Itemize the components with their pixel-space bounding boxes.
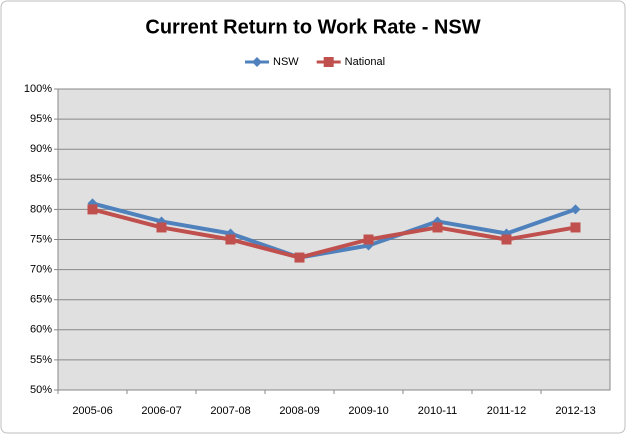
legend-label: National xyxy=(345,56,385,68)
data-point xyxy=(570,204,581,215)
y-tick-label: 70% xyxy=(30,264,52,276)
data-point xyxy=(156,222,167,233)
data-point xyxy=(294,252,305,263)
series-line xyxy=(91,207,576,260)
legend-label: NSW xyxy=(273,56,299,68)
x-tick-label: 2011-12 xyxy=(487,405,527,417)
series-line xyxy=(91,201,577,260)
x-tick-label: 2005-06 xyxy=(72,405,112,417)
y-tick-label: 80% xyxy=(30,203,52,215)
data-point xyxy=(225,234,236,245)
chart-title: Current Return to Work Rate - NSW xyxy=(145,16,480,38)
legend-marker xyxy=(323,57,334,67)
y-tick-label: 75% xyxy=(30,233,52,245)
x-tick-label: 2006-07 xyxy=(141,405,181,417)
y-tick-label: 50% xyxy=(30,384,52,396)
legend-marker xyxy=(252,57,262,67)
data-point xyxy=(87,204,98,215)
x-tick-label: 2008-09 xyxy=(279,405,319,417)
y-tick-label: 95% xyxy=(30,113,52,125)
x-tick-label: 2007-08 xyxy=(210,405,250,417)
y-tick-label: 85% xyxy=(30,173,52,185)
data-point xyxy=(501,234,512,245)
y-tick-label: 65% xyxy=(30,294,52,306)
y-tick-label: 55% xyxy=(30,354,52,366)
y-tick-label: 90% xyxy=(30,143,52,155)
y-tick-label: 100% xyxy=(24,83,52,95)
data-point xyxy=(432,222,443,233)
x-tick-label: 2012-13 xyxy=(555,405,595,417)
x-tick-label: 2010-11 xyxy=(418,405,458,417)
y-tick-label: 60% xyxy=(30,324,52,336)
x-tick-label: 2009-10 xyxy=(348,405,388,417)
data-point xyxy=(363,234,374,245)
data-point xyxy=(570,222,581,233)
